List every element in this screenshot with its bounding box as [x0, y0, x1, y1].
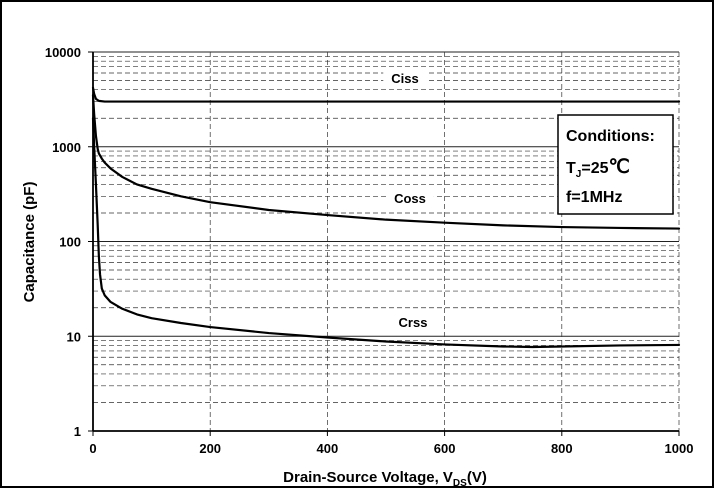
series-label-ciss-background	[383, 68, 427, 89]
x-tick-labels: 0 200 400 600 800 1000	[89, 431, 693, 456]
x-tick-label: 800	[551, 441, 573, 456]
y-tick-label: 100	[59, 235, 81, 250]
y-axis-title: Capacitance (pF)	[21, 182, 38, 303]
y-tick-label: 1000	[52, 140, 81, 155]
series-line-crss	[91, 117, 681, 349]
series-label-ciss: Ciss	[391, 71, 418, 86]
y-tick-label: 10000	[45, 45, 81, 60]
x-tick-label: 600	[434, 441, 456, 456]
x-tick-label: 1000	[665, 441, 694, 456]
x-tick-label: 400	[317, 441, 339, 456]
x-axis-title-subscript: DS	[453, 478, 467, 489]
temp-prefix: T	[566, 160, 576, 177]
series-lines	[91, 86, 681, 349]
series-label-coss: Coss	[394, 191, 426, 206]
series-line-ciss	[91, 86, 681, 103]
x-axis-title-main: Drain-Source Voltage, V	[283, 469, 453, 486]
conditions-frequency: f=1MHz	[566, 189, 622, 206]
x-axis-title-unit: (V)	[467, 469, 487, 486]
conditions-temperature: TJ=25℃	[566, 157, 630, 180]
temp-subscript: J	[576, 169, 582, 180]
x-axis-title: Drain-Source Voltage, VDS(V)	[283, 469, 487, 489]
series-label-crss: Crss	[399, 315, 428, 330]
y-tick-label: 1	[74, 424, 81, 439]
conditions-box-border	[557, 114, 674, 215]
temp-value: =25	[581, 160, 608, 177]
conditions-box: Conditions: TJ=25℃ f=1MHz	[557, 114, 674, 215]
x-tick-label: 0	[89, 441, 96, 456]
series-label-crss-background	[390, 312, 436, 333]
conditions-title: Conditions:	[566, 128, 655, 145]
grid-lines	[93, 51, 680, 431]
temp-unit: ℃	[608, 157, 629, 178]
series-label-coss-background	[386, 188, 434, 209]
y-tick-labels: 1 10 100 1000 10000	[45, 45, 93, 439]
x-tick-label: 200	[199, 441, 221, 456]
series-line-coss	[91, 94, 681, 230]
y-tick-label: 10	[67, 329, 81, 344]
